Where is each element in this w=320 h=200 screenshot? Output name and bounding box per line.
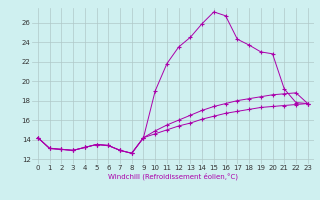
X-axis label: Windchill (Refroidissement éolien,°C): Windchill (Refroidissement éolien,°C) bbox=[108, 173, 238, 180]
